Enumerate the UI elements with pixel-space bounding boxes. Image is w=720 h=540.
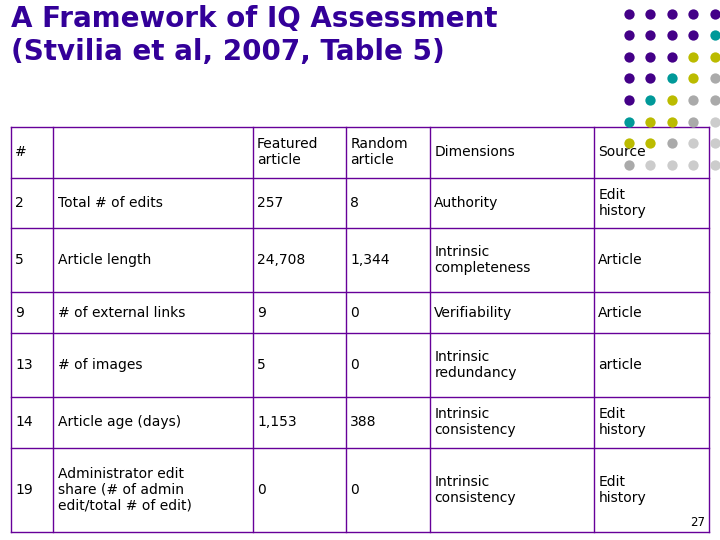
Text: 5: 5 [15,253,24,267]
Text: # of external links: # of external links [58,306,185,320]
Text: 14: 14 [15,415,32,429]
Text: Edit
history: Edit history [598,188,646,218]
Text: 1,153: 1,153 [257,415,297,429]
Text: 5: 5 [257,358,266,372]
Point [688,117,699,126]
Point [709,31,720,39]
Point [623,74,634,83]
Text: 1,344: 1,344 [350,253,390,267]
Point [623,96,634,104]
Point [688,52,699,61]
Point [666,96,678,104]
Text: 2: 2 [15,196,24,210]
Text: Random
article: Random article [350,137,408,167]
Text: Article: Article [598,306,643,320]
Text: Edit
history: Edit history [598,475,646,504]
Text: 19: 19 [15,483,33,497]
Point [666,31,678,39]
Text: 388: 388 [350,415,377,429]
Point [709,52,720,61]
Text: Intrinsic
consistency: Intrinsic consistency [434,475,516,504]
Text: Edit
history: Edit history [598,407,646,437]
Text: 0: 0 [350,306,359,320]
Point [644,117,656,126]
Point [688,74,699,83]
Text: 13: 13 [15,358,32,372]
Text: 0: 0 [350,483,359,497]
Text: 0: 0 [257,483,266,497]
Point [666,9,678,18]
Text: #: # [15,145,27,159]
Point [644,96,656,104]
Text: Verifiability: Verifiability [434,306,513,320]
Text: Authority: Authority [434,196,499,210]
Point [644,160,656,169]
Point [666,74,678,83]
Text: A Framework of IQ Assessment
(Stvilia et al, 2007, Table 5): A Framework of IQ Assessment (Stvilia et… [11,5,498,66]
Point [623,139,634,147]
Point [688,9,699,18]
Point [644,139,656,147]
Text: Intrinsic
completeness: Intrinsic completeness [434,245,531,275]
Point [688,160,699,169]
Point [644,74,656,83]
Point [644,9,656,18]
Point [623,31,634,39]
Point [709,96,720,104]
Text: Article: Article [598,253,643,267]
Point [688,31,699,39]
Text: Intrinsic
redundancy: Intrinsic redundancy [434,350,517,380]
Point [623,9,634,18]
Point [666,117,678,126]
Text: 27: 27 [690,516,706,529]
Text: Source: Source [598,145,646,159]
Text: 9: 9 [257,306,266,320]
Text: 8: 8 [350,196,359,210]
Point [709,117,720,126]
Text: # of images: # of images [58,358,142,372]
Text: 0: 0 [350,358,359,372]
Text: 9: 9 [15,306,24,320]
Point [709,9,720,18]
Text: 24,708: 24,708 [257,253,305,267]
Point [709,160,720,169]
Text: Intrinsic
consistency: Intrinsic consistency [434,407,516,437]
Point [644,31,656,39]
Point [644,52,656,61]
Text: Featured
article: Featured article [257,137,318,167]
Text: Total # of edits: Total # of edits [58,196,163,210]
Text: 257: 257 [257,196,284,210]
Text: Article length: Article length [58,253,151,267]
Point [709,139,720,147]
Point [688,96,699,104]
Text: Dimensions: Dimensions [434,145,515,159]
Point [688,139,699,147]
Point [666,160,678,169]
Point [623,117,634,126]
Text: article: article [598,358,642,372]
Point [666,139,678,147]
Point [709,74,720,83]
Point [623,160,634,169]
Point [666,52,678,61]
Text: Administrator edit
share (# of admin
edit/total # of edit): Administrator edit share (# of admin edi… [58,467,192,512]
Point [623,52,634,61]
Text: Article age (days): Article age (days) [58,415,181,429]
